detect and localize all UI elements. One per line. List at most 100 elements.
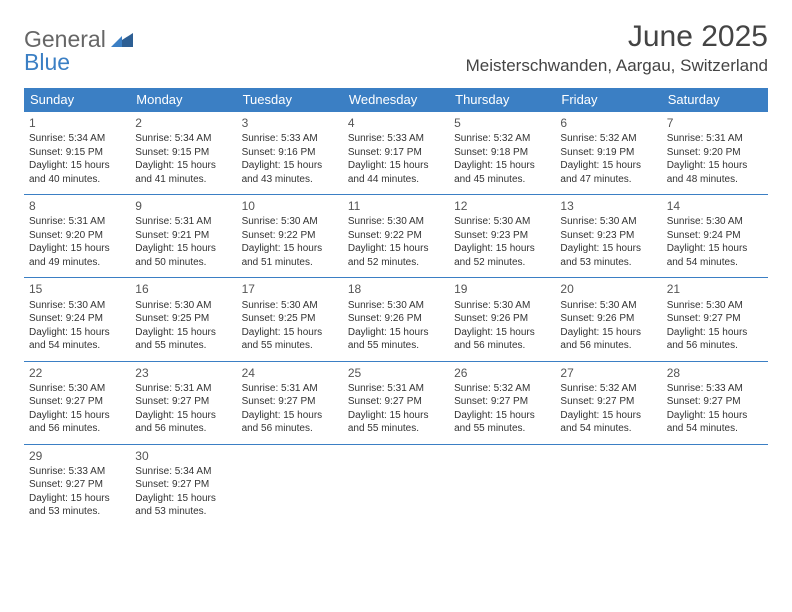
sunrise-text: Sunrise: 5:30 AM [667,215,763,229]
weekday-header-row: SundayMondayTuesdayWednesdayThursdayFrid… [24,88,768,112]
sunset-text: Sunset: 9:26 PM [560,312,656,326]
calendar-day-cell [555,444,661,527]
daylight-text: Daylight: 15 hours and 44 minutes. [348,159,444,186]
daylight-text: Daylight: 15 hours and 55 minutes. [242,326,338,353]
daylight-text: Daylight: 15 hours and 48 minutes. [667,159,763,186]
calendar-day-cell: 13Sunrise: 5:30 AMSunset: 9:23 PMDayligh… [555,195,661,278]
calendar-day-cell: 27Sunrise: 5:32 AMSunset: 9:27 PMDayligh… [555,361,661,444]
calendar-day-cell: 7Sunrise: 5:31 AMSunset: 9:20 PMDaylight… [662,112,768,195]
calendar-day-cell: 26Sunrise: 5:32 AMSunset: 9:27 PMDayligh… [449,361,555,444]
calendar-day-cell: 17Sunrise: 5:30 AMSunset: 9:25 PMDayligh… [237,278,343,361]
calendar-day-cell [449,444,555,527]
weekday-header: Thursday [449,88,555,112]
sunset-text: Sunset: 9:27 PM [29,395,125,409]
calendar-week-row: 22Sunrise: 5:30 AMSunset: 9:27 PMDayligh… [24,361,768,444]
calendar-day-cell: 1Sunrise: 5:34 AMSunset: 9:15 PMDaylight… [24,112,130,195]
sunrise-text: Sunrise: 5:30 AM [29,382,125,396]
sunset-text: Sunset: 9:22 PM [242,229,338,243]
day-number: 24 [242,365,338,381]
sunrise-text: Sunrise: 5:31 AM [667,132,763,146]
sunrise-text: Sunrise: 5:30 AM [242,215,338,229]
daylight-text: Daylight: 15 hours and 47 minutes. [560,159,656,186]
sunrise-text: Sunrise: 5:33 AM [29,465,125,479]
sunrise-text: Sunrise: 5:30 AM [348,299,444,313]
calendar-day-cell: 18Sunrise: 5:30 AMSunset: 9:26 PMDayligh… [343,278,449,361]
sunset-text: Sunset: 9:16 PM [242,146,338,160]
logo-mark-icon [111,26,133,53]
sunset-text: Sunset: 9:25 PM [242,312,338,326]
day-number: 11 [348,198,444,214]
calendar-day-cell: 29Sunrise: 5:33 AMSunset: 9:27 PMDayligh… [24,444,130,527]
weekday-header: Monday [130,88,236,112]
calendar-day-cell: 16Sunrise: 5:30 AMSunset: 9:25 PMDayligh… [130,278,236,361]
sunrise-text: Sunrise: 5:33 AM [348,132,444,146]
sunset-text: Sunset: 9:21 PM [135,229,231,243]
sunrise-text: Sunrise: 5:32 AM [560,132,656,146]
calendar-day-cell: 6Sunrise: 5:32 AMSunset: 9:19 PMDaylight… [555,112,661,195]
day-number: 23 [135,365,231,381]
daylight-text: Daylight: 15 hours and 41 minutes. [135,159,231,186]
sunrise-text: Sunrise: 5:32 AM [560,382,656,396]
day-number: 15 [29,281,125,297]
sunrise-text: Sunrise: 5:30 AM [560,299,656,313]
day-number: 3 [242,115,338,131]
sunrise-text: Sunrise: 5:31 AM [29,215,125,229]
sunset-text: Sunset: 9:27 PM [135,478,231,492]
sunrise-text: Sunrise: 5:31 AM [135,382,231,396]
daylight-text: Daylight: 15 hours and 56 minutes. [135,409,231,436]
calendar-body: 1Sunrise: 5:34 AMSunset: 9:15 PMDaylight… [24,112,768,527]
day-number: 26 [454,365,550,381]
daylight-text: Daylight: 15 hours and 55 minutes. [348,409,444,436]
day-number: 20 [560,281,656,297]
calendar-day-cell [237,444,343,527]
calendar-day-cell: 21Sunrise: 5:30 AMSunset: 9:27 PMDayligh… [662,278,768,361]
sunset-text: Sunset: 9:27 PM [667,312,763,326]
calendar-day-cell: 11Sunrise: 5:30 AMSunset: 9:22 PMDayligh… [343,195,449,278]
daylight-text: Daylight: 15 hours and 55 minutes. [348,326,444,353]
calendar-day-cell: 20Sunrise: 5:30 AMSunset: 9:26 PMDayligh… [555,278,661,361]
day-number: 19 [454,281,550,297]
daylight-text: Daylight: 15 hours and 53 minutes. [29,492,125,519]
sunrise-text: Sunrise: 5:34 AM [135,132,231,146]
day-number: 12 [454,198,550,214]
daylight-text: Daylight: 15 hours and 54 minutes. [667,242,763,269]
weekday-header: Sunday [24,88,130,112]
sunset-text: Sunset: 9:22 PM [348,229,444,243]
calendar-day-cell: 15Sunrise: 5:30 AMSunset: 9:24 PMDayligh… [24,278,130,361]
logo: GeneralBlue [24,20,133,76]
day-number: 2 [135,115,231,131]
sunset-text: Sunset: 9:27 PM [348,395,444,409]
daylight-text: Daylight: 15 hours and 56 minutes. [454,326,550,353]
page-title: June 2025 [466,20,768,54]
day-number: 13 [560,198,656,214]
day-number: 6 [560,115,656,131]
day-number: 16 [135,281,231,297]
sunrise-text: Sunrise: 5:30 AM [348,215,444,229]
day-number: 10 [242,198,338,214]
calendar-day-cell: 19Sunrise: 5:30 AMSunset: 9:26 PMDayligh… [449,278,555,361]
daylight-text: Daylight: 15 hours and 52 minutes. [348,242,444,269]
daylight-text: Daylight: 15 hours and 49 minutes. [29,242,125,269]
sunrise-text: Sunrise: 5:33 AM [242,132,338,146]
calendar-day-cell: 4Sunrise: 5:33 AMSunset: 9:17 PMDaylight… [343,112,449,195]
day-number: 22 [29,365,125,381]
sunrise-text: Sunrise: 5:33 AM [667,382,763,396]
daylight-text: Daylight: 15 hours and 54 minutes. [29,326,125,353]
calendar-day-cell: 22Sunrise: 5:30 AMSunset: 9:27 PMDayligh… [24,361,130,444]
sunrise-text: Sunrise: 5:30 AM [242,299,338,313]
weekday-header: Friday [555,88,661,112]
sunrise-text: Sunrise: 5:34 AM [29,132,125,146]
calendar-day-cell: 8Sunrise: 5:31 AMSunset: 9:20 PMDaylight… [24,195,130,278]
daylight-text: Daylight: 15 hours and 40 minutes. [29,159,125,186]
day-number: 9 [135,198,231,214]
calendar-week-row: 1Sunrise: 5:34 AMSunset: 9:15 PMDaylight… [24,112,768,195]
sunrise-text: Sunrise: 5:32 AM [454,382,550,396]
day-number: 18 [348,281,444,297]
calendar-day-cell: 23Sunrise: 5:31 AMSunset: 9:27 PMDayligh… [130,361,236,444]
sunset-text: Sunset: 9:27 PM [29,478,125,492]
calendar-day-cell: 24Sunrise: 5:31 AMSunset: 9:27 PMDayligh… [237,361,343,444]
sunset-text: Sunset: 9:20 PM [667,146,763,160]
day-number: 7 [667,115,763,131]
sunset-text: Sunset: 9:15 PM [135,146,231,160]
sunset-text: Sunset: 9:24 PM [29,312,125,326]
